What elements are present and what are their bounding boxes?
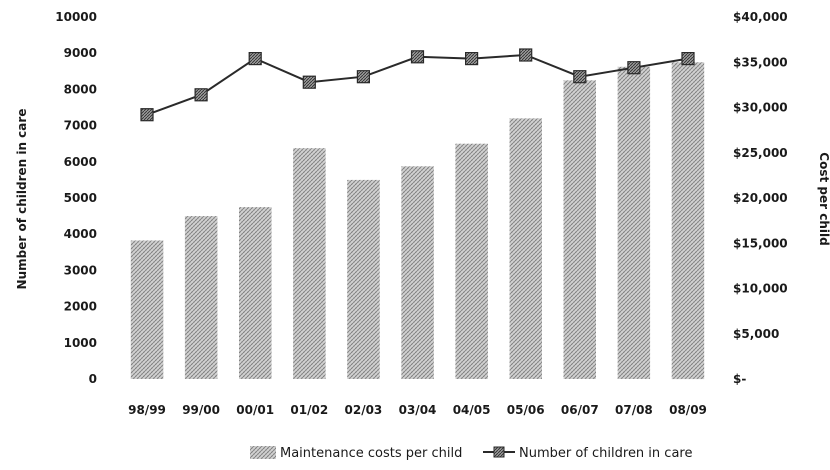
line-point (302, 75, 316, 89)
left-tick-label: 8000 (64, 82, 97, 96)
left-tick-label: 1000 (64, 336, 97, 350)
left-tick-label: 9000 (64, 46, 97, 60)
left-tick-label: 3000 (64, 263, 97, 277)
bar (617, 66, 651, 380)
right-tick-label: $20,000 (733, 191, 788, 205)
line-layer (140, 48, 695, 122)
x-tick-label: 99/00 (182, 403, 220, 417)
x-axis-ticks: 98/99 99/00 00/01 01/02 02/03 03/04 04/05 05/06… (128, 403, 707, 417)
right-tick-label: $- (733, 372, 746, 386)
line-point (410, 50, 425, 64)
x-tick-label: 03/04 (399, 403, 437, 417)
line-point (248, 51, 262, 66)
series-line (146, 53, 689, 116)
right-tick-label: $5,000 (733, 327, 779, 341)
right-tick-label: $15,000 (733, 236, 788, 250)
bar (401, 166, 434, 379)
left-tick-label: 2000 (64, 300, 97, 314)
left-tick-label: 4000 (64, 227, 97, 241)
left-axis-ticks: 0 1000 2000 3000 4000 5000 6000 7000 8000 9000 100… (55, 10, 97, 386)
bar (563, 80, 596, 380)
bar (455, 143, 488, 379)
bar (184, 216, 218, 379)
right-axis-title: Cost per child (817, 152, 830, 245)
legend-line-label: Number of children in care (519, 446, 692, 461)
right-tick-label: $35,000 (733, 55, 788, 69)
x-tick-label: 07/08 (615, 403, 653, 417)
left-axis-title: Number of children in care (15, 109, 29, 290)
x-tick-label: 02/03 (345, 403, 383, 417)
legend-bar-label: Maintenance costs per child (280, 446, 462, 461)
line-point (573, 70, 587, 84)
x-tick-label: 98/99 (128, 403, 166, 417)
x-tick-label: 01/02 (290, 403, 328, 417)
legend: Maintenance costs per child Number of ch… (250, 446, 692, 461)
line-point (140, 108, 154, 122)
line-point (194, 88, 208, 102)
left-tick-label: 6000 (64, 155, 97, 169)
x-tick-label: 04/05 (453, 403, 491, 417)
line-point (627, 61, 641, 75)
bar (671, 62, 705, 380)
right-tick-label: $40,000 (733, 10, 788, 24)
line-point (465, 51, 479, 66)
right-tick-label: $10,000 (733, 282, 788, 296)
line-point (681, 51, 695, 66)
bar (347, 179, 380, 379)
bar (130, 240, 164, 379)
right-tick-label: $25,000 (733, 146, 788, 160)
bar (239, 207, 272, 379)
bars-layer (130, 62, 705, 380)
left-tick-label: 5000 (64, 191, 97, 205)
right-tick-label: $30,000 (733, 101, 788, 115)
legend-bar-swatch (250, 446, 276, 459)
bar (509, 118, 542, 380)
left-tick-label: 10000 (55, 10, 97, 24)
left-tick-label: 0 (89, 372, 97, 386)
left-tick-label: 7000 (64, 119, 97, 133)
line-point (519, 48, 533, 62)
line-point (356, 70, 370, 84)
legend-line-marker (493, 446, 505, 458)
right-axis-ticks: $- $5,000 $10,000 $15,000 $20,000 $25,000 $30,… (733, 10, 788, 386)
x-tick-label: 06/07 (561, 403, 599, 417)
bar (293, 148, 326, 379)
x-tick-label: 05/06 (507, 403, 545, 417)
x-tick-label: 00/01 (236, 403, 274, 417)
x-tick-label: 08/09 (669, 403, 707, 417)
